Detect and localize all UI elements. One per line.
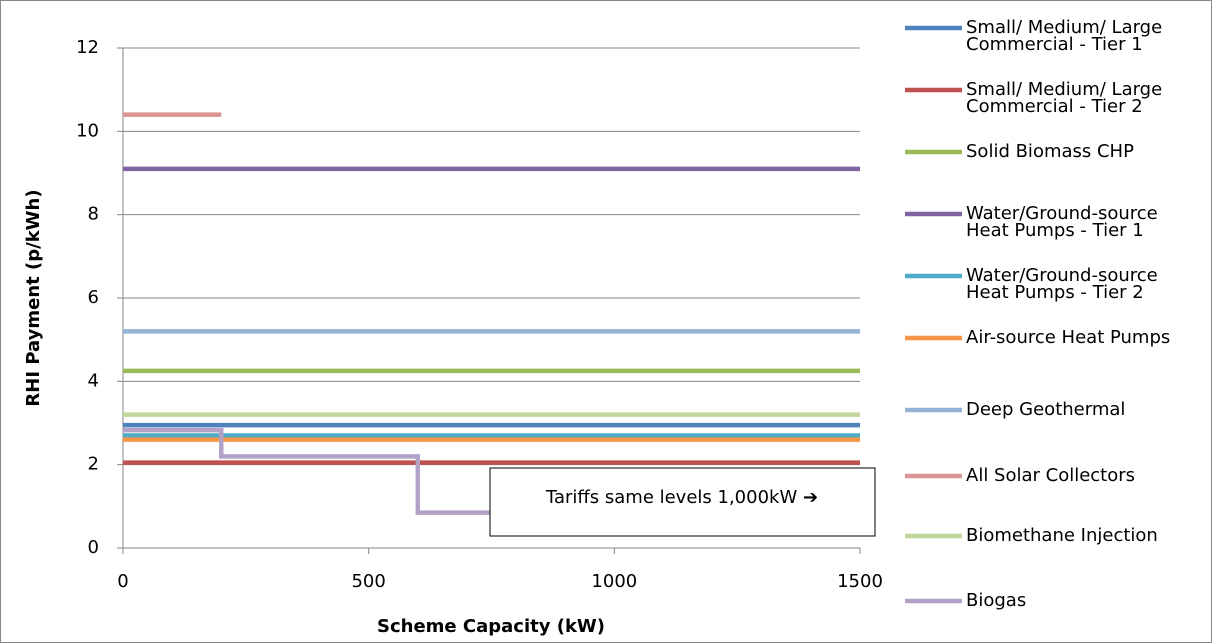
legend-label: Small/ Medium/ Large Commercial - Tier 1 (966, 17, 1163, 55)
legend-label: Deep Geothermal (966, 399, 1126, 420)
legend-label: Air-source Heat Pumps (966, 327, 1171, 348)
x-axis-title: Scheme Capacity (kW) (377, 616, 605, 637)
y-tick-label: 0 (88, 537, 99, 558)
annotation-box (489, 467, 876, 537)
legend-label: Water/Ground-source Heat Pumps - Tier 2 (966, 265, 1158, 303)
legend-label: Biomethane Injection (966, 525, 1158, 546)
legend-label: Solid Biomass CHP (966, 141, 1134, 162)
x-tick-label: 1500 (837, 571, 883, 592)
x-tick-label: 0 (117, 571, 128, 592)
y-tick-label: 12 (76, 37, 99, 58)
legend-label: Small/ Medium/ Large Commercial - Tier 2 (966, 79, 1163, 117)
annotation: Tariffs same levels 1,000kW ➔ (545, 487, 818, 508)
y-tick-label: 4 (88, 370, 99, 391)
legend-label: All Solar Collectors (966, 465, 1136, 486)
y-axis-title: RHI Payment (p/kWh) (23, 189, 44, 406)
y-tick-label: 6 (88, 287, 99, 308)
y-tick-label: 8 (88, 204, 99, 225)
y-tick-label: 10 (76, 120, 99, 141)
x-tick-label: 500 (351, 571, 385, 592)
legend-label: Biogas (966, 590, 1027, 611)
legend-label: Water/Ground-source Heat Pumps - Tier 1 (966, 203, 1158, 241)
x-tick-label: 1000 (591, 571, 637, 592)
y-tick-label: 2 (88, 454, 99, 475)
